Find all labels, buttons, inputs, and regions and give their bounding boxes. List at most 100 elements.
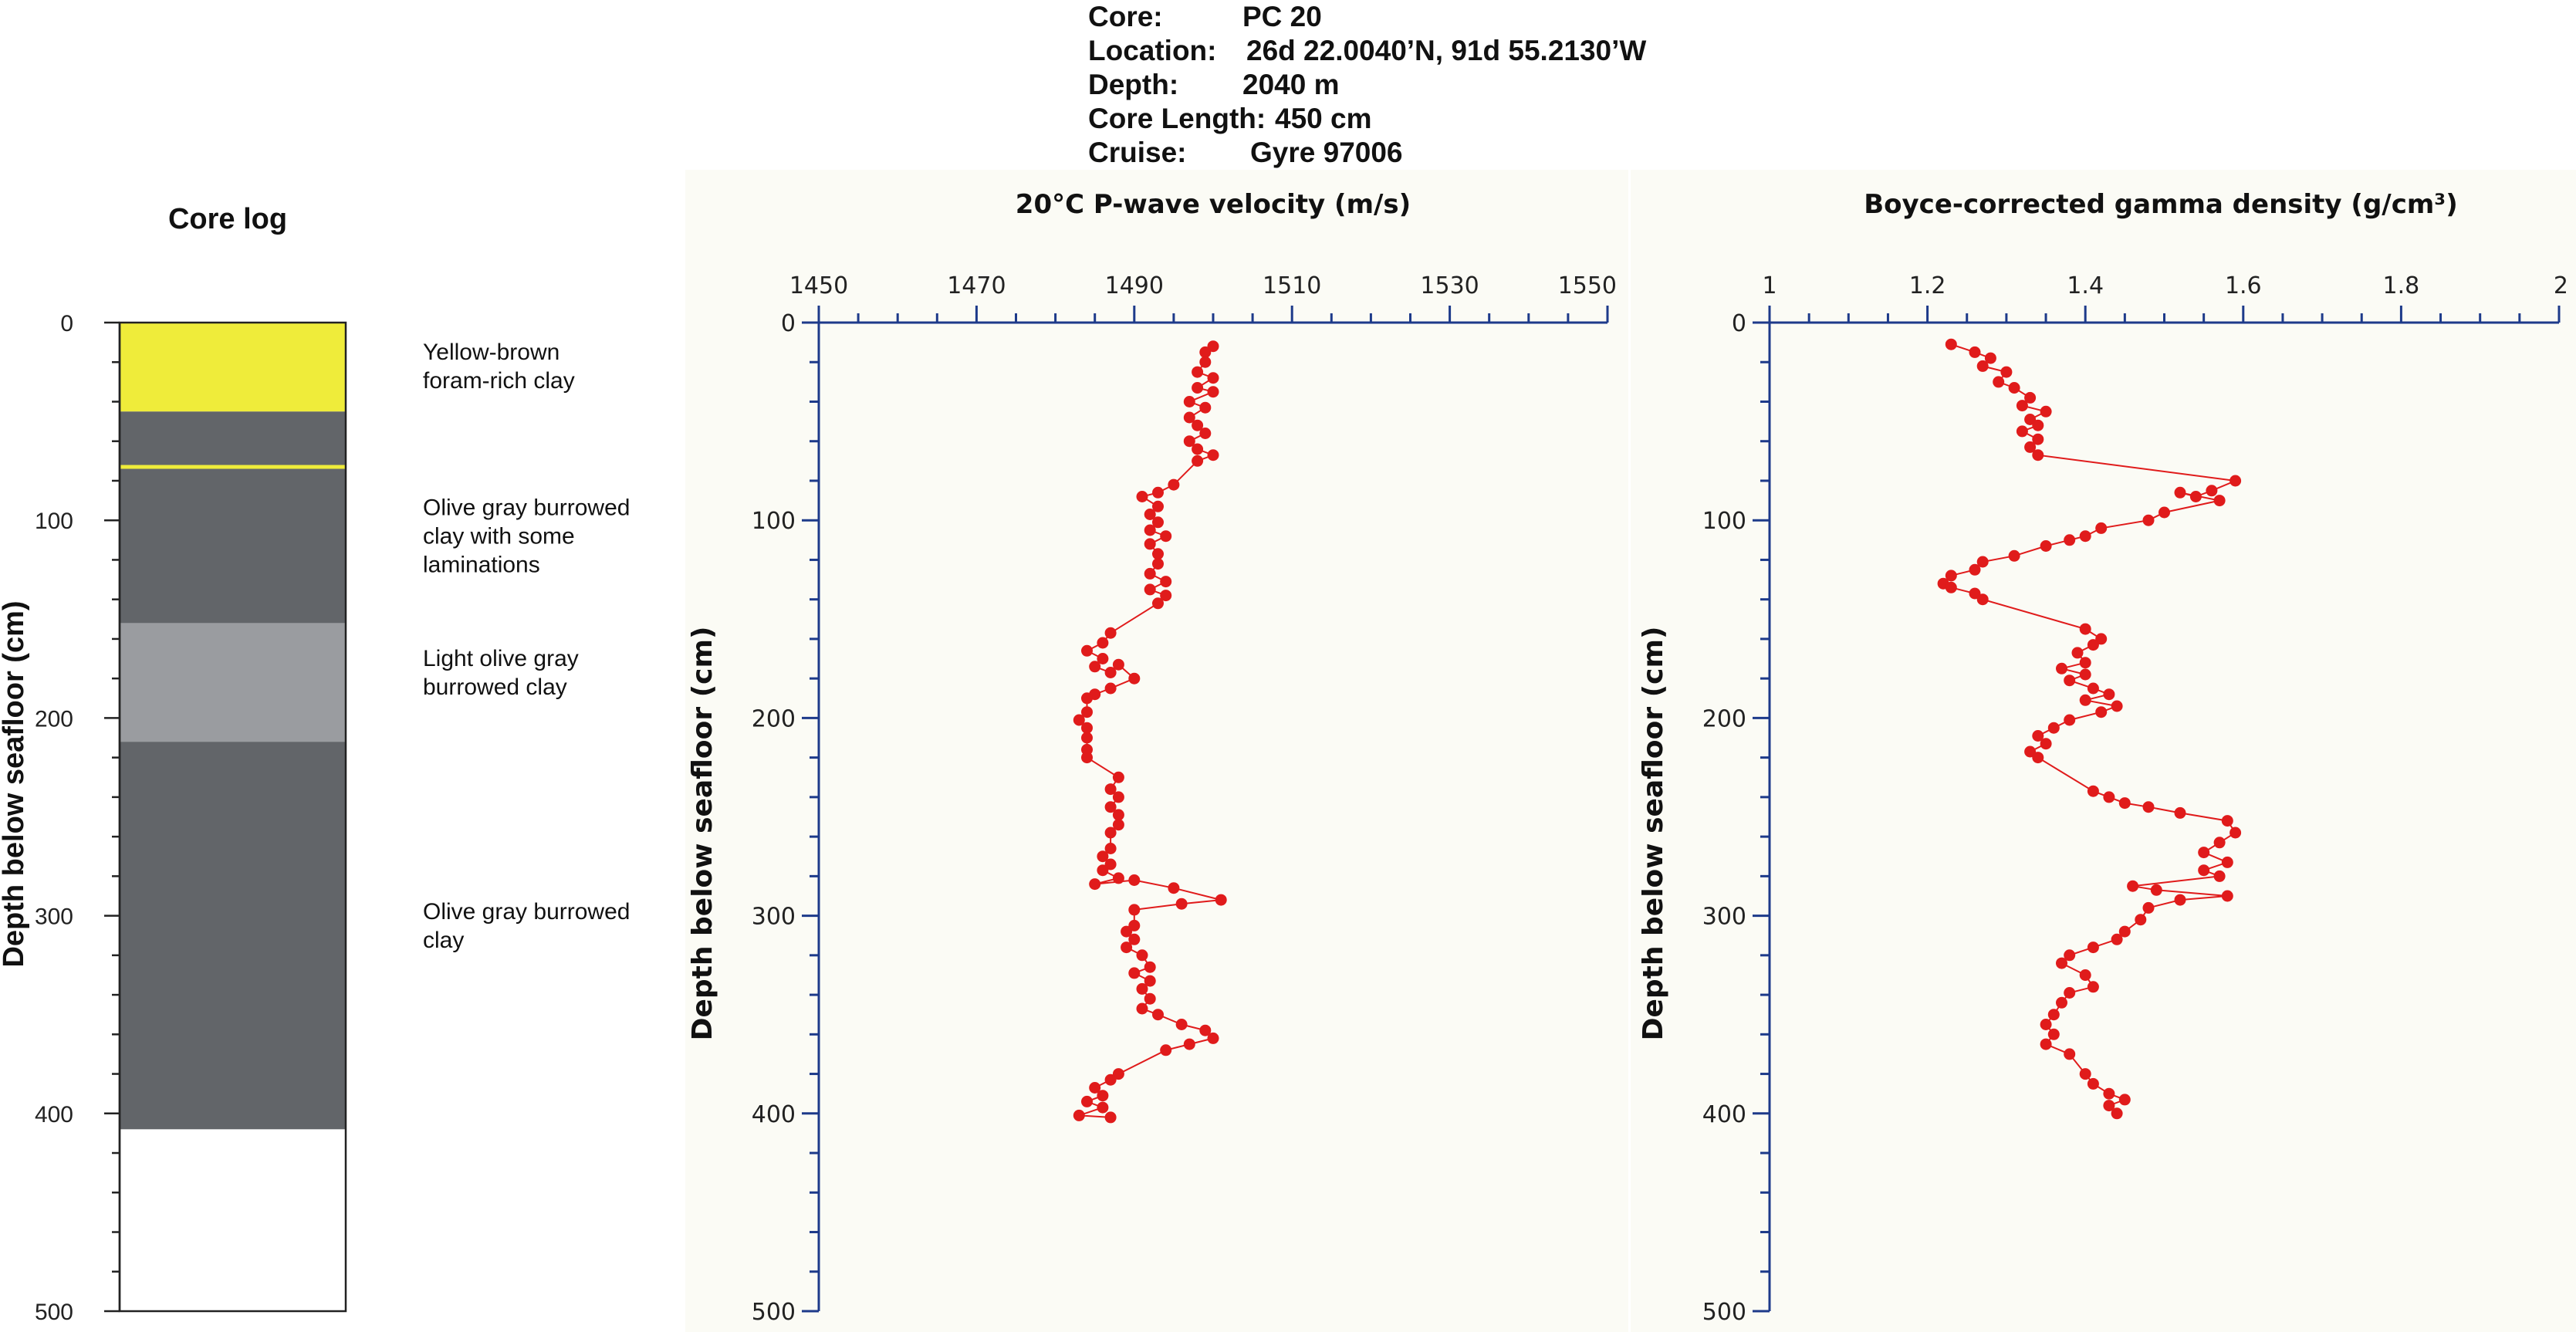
pwave-data-point	[1183, 435, 1195, 448]
density-y-tick-label: 200	[1702, 705, 1746, 732]
pwave-data-point	[1104, 858, 1117, 871]
density-y-tick-label: 300	[1702, 904, 1746, 931]
core-length-value: 450 cm	[1275, 103, 1372, 134]
pwave-data-point	[1192, 419, 1204, 431]
pwave-data-point	[1183, 411, 1195, 424]
density-data-point	[2229, 475, 2242, 487]
density-data-point	[2103, 791, 2115, 803]
pwave-data-point	[1199, 346, 1212, 358]
density-data-point	[2064, 534, 2076, 546]
density-data-point	[2142, 514, 2155, 526]
pwave-data-point	[1112, 791, 1124, 803]
density-data-point	[2198, 864, 2210, 877]
location-value: 26d 22.0040’N, 91d 55.2130’W	[1246, 35, 1647, 66]
pwave-data-point	[1144, 992, 1156, 1005]
density-data-point	[2095, 633, 2108, 645]
density-data-point	[2079, 623, 2091, 635]
core-unit-1	[120, 323, 346, 412]
pwave-data-point	[1160, 530, 1172, 543]
density-x-tick-label: 2	[2554, 272, 2568, 299]
pwave-data-point	[1104, 667, 1117, 678]
density-data-point	[2024, 414, 2037, 425]
pwave-data-point	[1136, 982, 1148, 995]
density-data-point	[1976, 556, 1989, 568]
density-data-point	[1945, 570, 1957, 582]
pwave-data-point	[1136, 949, 1148, 962]
cruise-value: Gyre 97006	[1250, 137, 1403, 168]
pwave-data-point	[1121, 942, 1133, 954]
density-data-point	[1945, 581, 1957, 593]
pwave-x-tick-label: 1490	[1105, 272, 1164, 299]
header-row-location: Location: 26d 22.0040’N, 91d 55.2130’W	[1088, 34, 1860, 68]
density-data-point	[2032, 419, 2044, 431]
pwave-data-point	[1192, 443, 1204, 455]
density-data-point	[2079, 668, 2091, 681]
density-data-point	[2095, 522, 2108, 534]
pwave-data-point	[1097, 653, 1109, 664]
density-data-point	[2079, 530, 2091, 543]
pwave-x-tick-label: 1550	[1558, 272, 1617, 299]
pwave-data-point	[1144, 567, 1156, 580]
pwave-x-tick-label: 1470	[947, 272, 1006, 299]
pwave-data-point	[1081, 644, 1093, 657]
pwave-data-point	[1121, 925, 1133, 938]
lithology-label-2: Olive gray burrowed clay with some laminat…	[423, 495, 630, 578]
density-data-point	[2221, 856, 2233, 868]
density-data-point	[2032, 449, 2044, 461]
density-data-point	[1993, 376, 2005, 388]
density-x-tick-label: 1.2	[1909, 272, 1946, 299]
density-data-point	[2118, 797, 2131, 810]
lithology-label-3: Light olive gray burrowed clay	[423, 646, 579, 700]
pwave-data-point	[1128, 933, 1141, 945]
core-log-ylabel: Depth below seafloor (cm)	[0, 600, 30, 967]
core-metadata-header: Core: PC 20 Location: 26d 22.0040’N, 91d…	[1088, 0, 1860, 170]
density-data-point	[2032, 752, 2044, 764]
density-data-point	[2206, 485, 2218, 497]
pwave-chart: 20°C P-wave velocity (m/s) Depth below s…	[687, 189, 1617, 1326]
pwave-data-point	[1207, 372, 1219, 384]
density-data-point	[2158, 506, 2170, 519]
pwave-data-point	[1199, 1024, 1212, 1036]
density-data-point	[1969, 587, 1981, 600]
density-data-point	[2079, 657, 2091, 669]
pwave-data-point	[1152, 486, 1164, 499]
density-data-point	[2095, 706, 2108, 718]
pwave-data-point	[1215, 894, 1227, 906]
density-data-point	[2071, 647, 2084, 659]
pwave-data-point	[1081, 692, 1093, 705]
pwave-data-point	[1207, 1032, 1219, 1044]
density-data-point	[2016, 400, 2028, 412]
pwave-data-point	[1104, 783, 1117, 796]
pwave-y-tick-label: 400	[752, 1101, 796, 1128]
density-y-tick-label: 400	[1702, 1101, 1746, 1128]
density-data-point	[2118, 1094, 2131, 1106]
density-x-tick-label: 1.8	[2383, 272, 2420, 299]
location-label: Location:	[1088, 35, 1217, 66]
pwave-data-point	[1097, 1101, 1109, 1114]
density-data-point	[2118, 925, 2131, 938]
density-axes: 1 1.2 1.4 1.6 1.8 2 0 100 200 300 400 500	[1702, 272, 2568, 1326]
pwave-data-point	[1136, 491, 1148, 502]
pwave-data-point	[1199, 428, 1212, 439]
core-value: PC 20	[1242, 1, 1322, 32]
pwave-data-point	[1192, 366, 1204, 378]
pwave-data-point	[1160, 576, 1172, 588]
density-data-point	[2040, 1019, 2052, 1030]
pwave-data-point	[1104, 1111, 1117, 1124]
density-data-point	[2198, 847, 2210, 859]
density-data-point	[1976, 360, 1989, 372]
density-data-point	[2150, 884, 2162, 896]
density-data-point	[2024, 391, 2037, 404]
pwave-data-point	[1144, 524, 1156, 536]
density-data-point	[2127, 880, 2139, 892]
pwave-panel-background	[685, 170, 1628, 1332]
pwave-data-point	[1152, 558, 1164, 570]
pwave-data-point	[1144, 509, 1156, 520]
pwave-data-point	[1152, 1009, 1164, 1021]
density-data-point	[2213, 495, 2226, 507]
pwave-data-point	[1112, 1068, 1124, 1080]
pwave-data-point	[1144, 975, 1156, 987]
pwave-data-point	[1207, 340, 1219, 353]
cruise-label: Cruise:	[1088, 137, 1187, 168]
header-row-cruise: Cruise: Gyre 97006	[1088, 136, 1860, 170]
